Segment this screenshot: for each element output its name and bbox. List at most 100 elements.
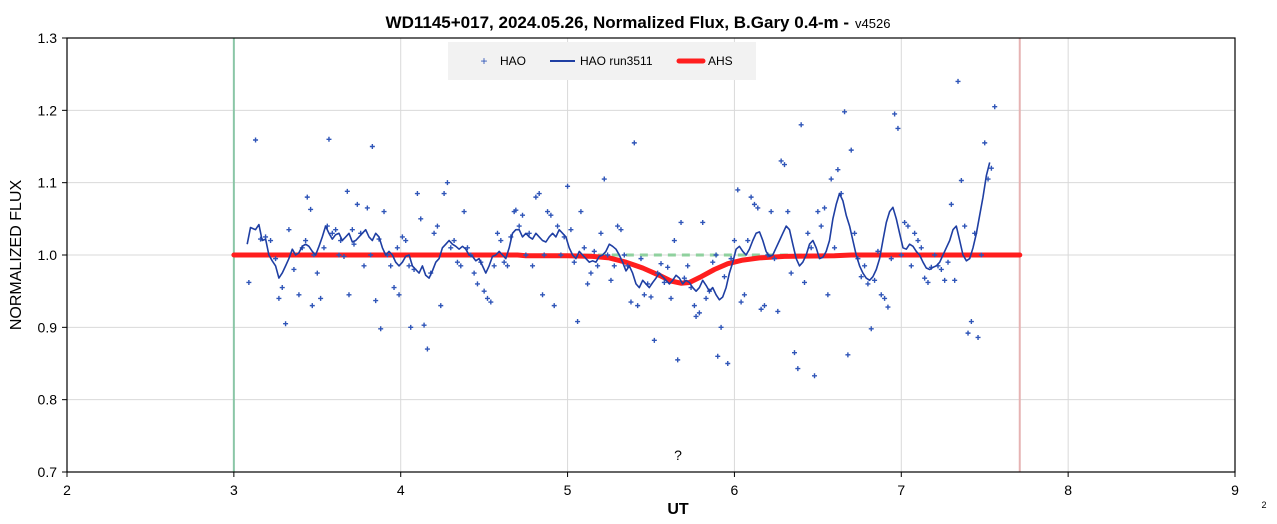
hao-point	[578, 209, 584, 215]
hao-point	[700, 219, 706, 225]
hao-point	[354, 201, 360, 207]
hao-point	[441, 191, 447, 197]
hao-point	[304, 194, 310, 200]
hao-point	[691, 303, 697, 309]
hao-point	[668, 295, 674, 301]
hao-point	[795, 366, 801, 372]
hao-point	[309, 303, 315, 309]
x-tick-label: 2	[63, 482, 71, 498]
hao-point	[279, 285, 285, 291]
hao-point	[731, 238, 737, 244]
hao-point	[802, 279, 808, 285]
hao-point	[591, 248, 597, 254]
hao-point	[526, 230, 532, 236]
hao-point	[771, 256, 777, 262]
hao-point	[541, 252, 547, 258]
hao-point	[878, 292, 884, 298]
hao-point	[491, 263, 497, 269]
hao-point	[685, 263, 691, 269]
hao-point	[558, 252, 564, 258]
hao-point	[336, 252, 342, 258]
y-axis-title: NORMALIZED FLUX	[8, 180, 25, 331]
y-tick-label: 0.7	[38, 464, 58, 480]
hao-point	[658, 261, 664, 267]
hao-point	[488, 299, 494, 305]
hao-point	[523, 252, 529, 258]
hao-point	[992, 104, 998, 110]
hao-run-series	[246, 162, 991, 301]
hao-point	[454, 259, 460, 265]
hao-point	[555, 223, 561, 229]
hao-point	[922, 275, 928, 281]
x-tick-label: 7	[897, 482, 905, 498]
hao-point	[895, 125, 901, 131]
hao-point	[464, 245, 470, 251]
hao-point	[461, 209, 467, 215]
x-tick-label: 8	[1064, 482, 1072, 498]
hao-point	[898, 252, 904, 258]
hao-point	[710, 259, 716, 265]
hao-point	[925, 279, 931, 285]
x-tick-label: 5	[564, 482, 572, 498]
hao-point	[361, 263, 367, 269]
hao-point	[494, 230, 500, 236]
hao-point	[291, 266, 297, 272]
x-tick-label: 3	[230, 482, 238, 498]
hao-point	[601, 176, 607, 182]
hao-point	[693, 313, 699, 319]
x-tick-label: 9	[1231, 482, 1239, 498]
hao-point	[516, 223, 522, 229]
hao-point	[758, 306, 764, 312]
hao-point	[868, 326, 874, 332]
y-tick-label: 0.9	[38, 319, 58, 335]
hao-point	[481, 288, 487, 294]
hao-point	[608, 277, 614, 283]
hao-point	[505, 263, 511, 269]
legend-label-hao: HAO	[500, 54, 526, 68]
hao-point	[314, 270, 320, 276]
question-annotation: ?	[674, 447, 682, 463]
hao-point	[978, 252, 984, 258]
hao-point	[825, 292, 831, 298]
hao-point	[945, 259, 951, 265]
plus-marker-icon: +	[480, 54, 487, 68]
legend: + HAO HAO run3511 AHS	[448, 42, 756, 80]
hao-point	[665, 264, 671, 270]
hao-point	[321, 245, 327, 251]
hao-point	[438, 303, 444, 309]
hao-point	[865, 281, 871, 287]
hao-point	[968, 319, 974, 325]
hao-point	[681, 275, 687, 281]
hao-point	[852, 230, 858, 236]
hao-point	[675, 357, 681, 363]
hao-point	[536, 191, 542, 197]
hao-point	[308, 206, 314, 212]
hao-point	[283, 321, 289, 327]
hao-point	[424, 346, 430, 352]
hao-point	[611, 263, 617, 269]
hao-point	[725, 361, 731, 366]
hao-point	[391, 285, 397, 291]
hao-point	[938, 266, 944, 272]
hao-point	[815, 209, 821, 215]
hao-point	[975, 334, 981, 340]
hao-point	[458, 263, 464, 269]
hao-point	[948, 201, 954, 207]
hao-point	[471, 270, 477, 276]
hao-point	[915, 238, 921, 244]
hao-point	[651, 337, 657, 343]
hao-point	[378, 326, 384, 332]
legend-label-ahs: AHS	[708, 54, 733, 68]
hao-point	[721, 274, 727, 280]
hao-point	[273, 256, 279, 262]
hao-point	[605, 252, 611, 258]
hao-point	[888, 256, 894, 262]
hao-point	[394, 245, 400, 251]
hao-point	[842, 109, 848, 115]
hao-point	[533, 194, 539, 200]
hao-point	[882, 295, 888, 301]
hao-point	[875, 248, 881, 254]
hao-point	[595, 263, 601, 269]
hao-point	[434, 223, 440, 229]
